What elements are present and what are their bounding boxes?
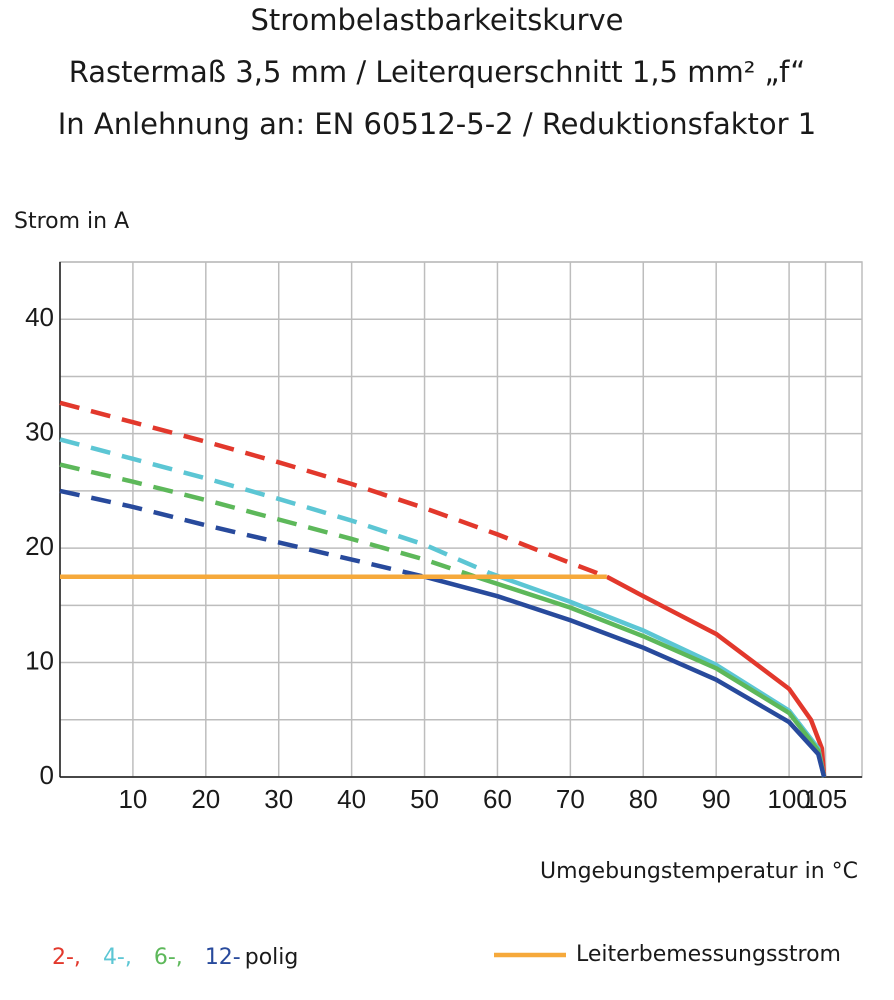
x-tick-label: 60 xyxy=(483,784,512,814)
y-axis-label: Strom in A xyxy=(14,209,129,234)
line-dashed xyxy=(59,437,492,576)
legend-suffix: polig xyxy=(245,945,299,970)
x-tick-label: 90 xyxy=(702,784,731,814)
x-tick-label: 70 xyxy=(556,784,585,814)
y-tick-label: 10 xyxy=(25,645,54,675)
legend-label: Leiterbemessungsstrom xyxy=(576,942,841,967)
line-series xyxy=(605,574,827,778)
x-tick-label: 50 xyxy=(410,784,439,814)
y-tick-label: 30 xyxy=(25,417,54,447)
y-tick-label: 20 xyxy=(25,531,54,561)
x-tick-label: 100 xyxy=(767,784,810,814)
line-dashed xyxy=(59,488,426,579)
x-tick-label: 40 xyxy=(337,784,366,814)
y-tick-label: 0 xyxy=(40,760,54,790)
chart-subtitle: Rastermaß 3,5 mm / Leiterquerschnitt 1,5… xyxy=(69,55,805,89)
line-series xyxy=(423,574,827,778)
legend-label: 4-, xyxy=(103,945,132,970)
line-series xyxy=(474,574,827,778)
line-dashed xyxy=(59,400,608,579)
x-tick-label: 30 xyxy=(264,784,293,814)
x-tick-label: 20 xyxy=(191,784,220,814)
line-dashed xyxy=(59,462,477,579)
x-axis-label: Umgebungstemperatur in °C xyxy=(540,859,858,884)
legend-label: 6-, xyxy=(154,945,183,970)
x-tick-label: 105 xyxy=(804,784,847,814)
legend-label: 2-, xyxy=(52,945,81,970)
legend-label: 12- xyxy=(205,945,241,970)
x-tick-label: 10 xyxy=(118,784,147,814)
x-tick-label: 80 xyxy=(629,784,658,814)
y-tick-label: 40 xyxy=(25,302,54,332)
chart-title: Strombelastbarkeitskurve xyxy=(250,3,623,37)
chart-subtitle: In Anlehnung an: EN 60512-5-2 / Reduktio… xyxy=(58,107,817,141)
